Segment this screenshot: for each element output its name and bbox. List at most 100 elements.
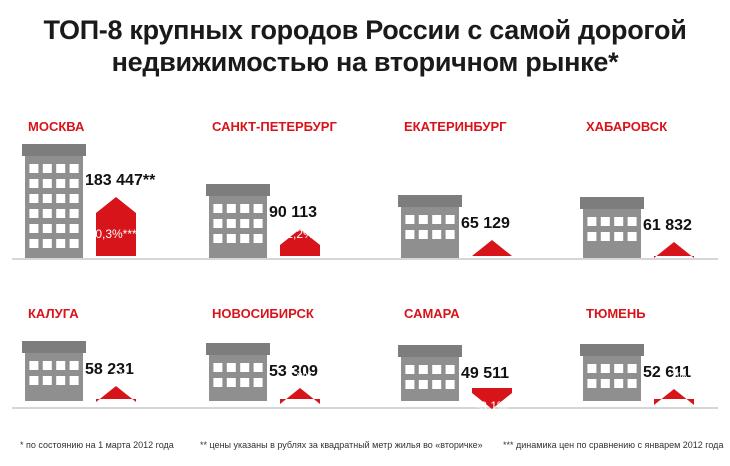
building-window xyxy=(42,194,52,203)
building-window xyxy=(42,164,52,173)
building-window xyxy=(587,364,597,373)
building-window xyxy=(69,179,79,188)
price-label: 52 611 xyxy=(643,364,691,381)
footnote-date: * по состоянию на 1 марта 2012 года xyxy=(20,440,174,450)
change-label: 2,2% xyxy=(286,227,314,241)
price-label: 61 832 xyxy=(643,217,692,234)
building-window xyxy=(213,363,223,372)
city-name: ХАБАРОВСК xyxy=(586,119,667,134)
change-arrow-up xyxy=(280,388,320,404)
price-label: 49 511 xyxy=(461,365,509,382)
city-name: САНКТ-ПЕТЕРБУРГ xyxy=(212,119,337,134)
building-window xyxy=(226,363,236,372)
building-window xyxy=(56,361,66,370)
building-window xyxy=(418,215,428,224)
building-window xyxy=(42,239,52,248)
building-window xyxy=(432,380,442,389)
building-window xyxy=(213,234,223,243)
building-window xyxy=(587,232,597,241)
building-window xyxy=(418,365,428,374)
building-window xyxy=(600,217,610,226)
building-window xyxy=(432,215,442,224)
building-roof xyxy=(398,195,462,207)
city-name: НОВОСИБИРСК xyxy=(212,306,314,321)
building-roof xyxy=(206,343,270,355)
building-window xyxy=(226,219,236,228)
building-window xyxy=(69,376,79,385)
building-window xyxy=(253,378,263,387)
building-window xyxy=(42,224,52,233)
building-window xyxy=(56,209,66,218)
chart-title: ТОП-8 крупных городов России с самой дор… xyxy=(0,14,730,78)
change-arrow-down xyxy=(472,388,512,409)
change-arrow-up xyxy=(280,229,320,256)
building-window xyxy=(614,364,624,373)
building-roof xyxy=(398,345,462,357)
price-label: 65 129 xyxy=(461,215,510,232)
building-window xyxy=(69,361,79,370)
change-arrow-up xyxy=(472,240,512,256)
title-line-2: недвижимостью на вторичном рынке* xyxy=(111,47,619,77)
building-window xyxy=(445,230,455,239)
building-window xyxy=(42,209,52,218)
change-label: 4,2% xyxy=(660,370,688,384)
building-window xyxy=(432,230,442,239)
building-window xyxy=(405,230,415,239)
building-window xyxy=(213,219,223,228)
price-label: 53 309 xyxy=(269,363,318,380)
building-window xyxy=(69,224,79,233)
change-arrow-up xyxy=(654,389,694,405)
building-window xyxy=(445,365,455,374)
building-window xyxy=(240,219,250,228)
building-window xyxy=(29,361,39,370)
change-label: 0,3%*** xyxy=(95,227,137,241)
city-name: КАЛУГА xyxy=(28,306,79,321)
building-window xyxy=(226,204,236,213)
change-label: 4,0% xyxy=(102,370,130,384)
change-label: 1,4% xyxy=(478,227,506,241)
building-window xyxy=(614,232,624,241)
building-window xyxy=(600,364,610,373)
building-window xyxy=(240,378,250,387)
price-label: 90 113 xyxy=(269,204,317,221)
building-window xyxy=(29,376,39,385)
change-arrow-up xyxy=(654,242,694,258)
building-window xyxy=(614,379,624,388)
building-roof xyxy=(22,144,86,156)
building-window xyxy=(627,217,637,226)
building-window xyxy=(29,239,39,248)
building-roof xyxy=(206,184,270,196)
building-window xyxy=(29,179,39,188)
building-window xyxy=(627,232,637,241)
building-window xyxy=(226,378,236,387)
building-window xyxy=(240,204,250,213)
building-window xyxy=(600,379,610,388)
building-window xyxy=(56,194,66,203)
building-roof xyxy=(580,197,644,209)
building-window xyxy=(29,224,39,233)
change-label: 1,8% xyxy=(660,227,688,241)
change-label: 1,6% xyxy=(286,370,314,384)
building-window xyxy=(69,164,79,173)
building-window xyxy=(627,364,637,373)
building-window xyxy=(69,209,79,218)
building-window xyxy=(445,380,455,389)
building-window xyxy=(405,380,415,389)
building-window xyxy=(240,234,250,243)
building-window xyxy=(405,215,415,224)
building-window xyxy=(432,365,442,374)
building-window xyxy=(29,209,39,218)
building-window xyxy=(69,194,79,203)
building-window xyxy=(614,217,624,226)
building-window xyxy=(42,376,52,385)
title-line-1: ТОП-8 крупных городов России с самой дор… xyxy=(43,15,687,45)
building-window xyxy=(213,204,223,213)
building-window xyxy=(418,380,428,389)
city-card: МОСКВА 183 447** 0,3%*** xyxy=(22,119,156,258)
building-window xyxy=(56,179,66,188)
building-window xyxy=(42,361,52,370)
price-label: 183 447** xyxy=(85,172,156,189)
building-window xyxy=(627,379,637,388)
